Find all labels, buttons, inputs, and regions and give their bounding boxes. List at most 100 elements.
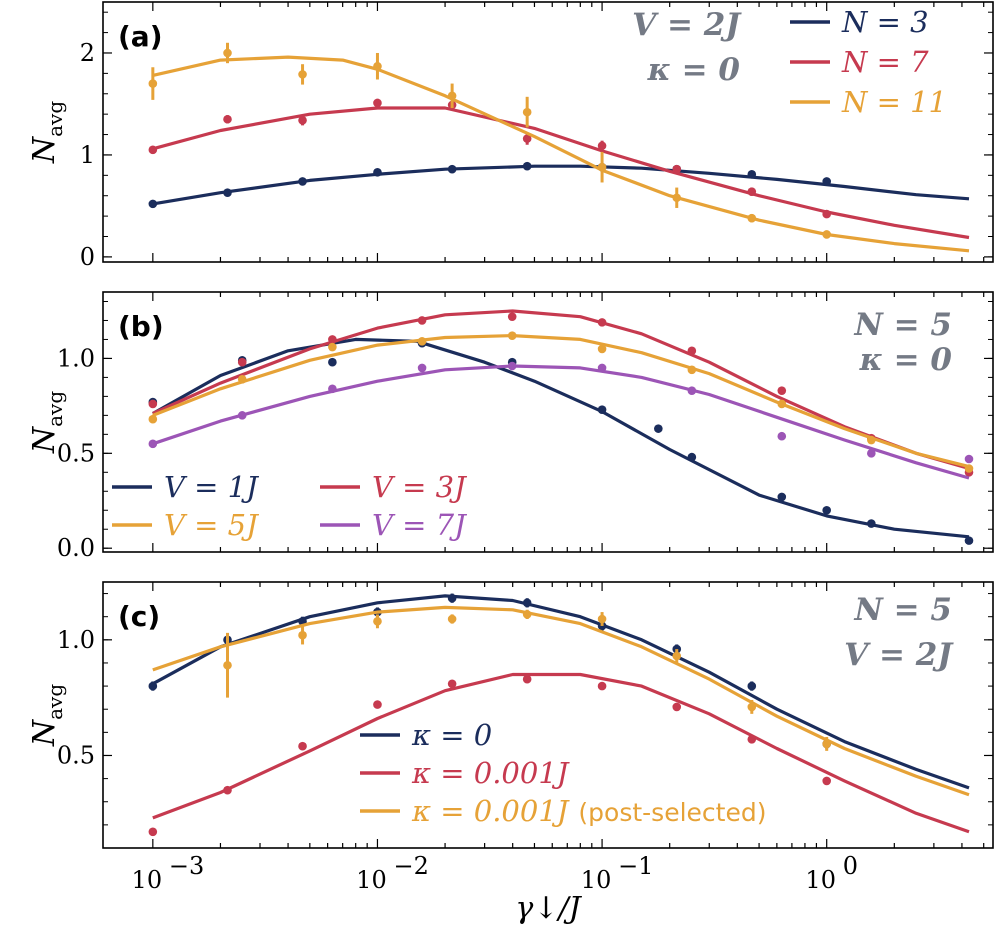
data-point [522, 107, 532, 117]
data-point [964, 454, 974, 464]
x-tick-label: 10 [356, 866, 387, 894]
data-point [687, 452, 697, 462]
data-point [597, 141, 607, 151]
data-point [328, 384, 337, 394]
data-point [373, 700, 382, 709]
data-point [777, 492, 787, 502]
data-point [747, 681, 757, 691]
legend-label: κ = 0.001J (post-selected) [411, 794, 766, 828]
panel-label: (c) [118, 600, 160, 633]
fit-line [152, 334, 970, 469]
legend-label: V = 5J [164, 508, 259, 542]
data-point [148, 79, 158, 88]
data-point [148, 439, 158, 449]
data-point [507, 331, 517, 340]
data-point [867, 435, 876, 445]
data-point [237, 411, 247, 420]
y-tick-label: 0.0 [57, 534, 95, 562]
legend-label: κ = 0 [411, 718, 492, 752]
fit-line [152, 309, 970, 471]
data-point [777, 431, 787, 441]
legend-label: V = 7J [372, 508, 467, 542]
data-point [148, 145, 158, 155]
fit-line [152, 594, 970, 790]
x-tick-exponent: −1 [618, 852, 653, 880]
parameter-text: κ = 0 [647, 52, 741, 88]
data-point [597, 344, 607, 354]
data-point [223, 188, 232, 197]
data-point [447, 164, 457, 174]
data-point [777, 399, 787, 409]
y-axis-label: Navg [27, 101, 67, 164]
data-point [522, 598, 532, 608]
data-point [867, 519, 876, 528]
data-point [747, 734, 757, 744]
data-point [298, 70, 307, 79]
y-tick-label: 0.5 [57, 741, 95, 769]
y-tick-label: 2 [80, 39, 95, 67]
data-point [597, 162, 607, 172]
data-point [672, 702, 682, 712]
data-point [223, 785, 232, 795]
data-point [237, 374, 247, 384]
data-point [672, 193, 682, 203]
parameter-text: V = 2J [844, 637, 954, 673]
x-axis-label: γ↓/J [515, 891, 582, 926]
data-point [447, 91, 457, 101]
x-tick-label: 10 [132, 866, 163, 894]
y-axis-label: Navg [27, 684, 67, 747]
data-point [447, 679, 457, 689]
data-point [373, 61, 382, 71]
legend-label: N = 11 [841, 85, 947, 119]
data-point [447, 614, 457, 624]
data-point [237, 357, 247, 367]
data-point [148, 199, 158, 209]
data-point [822, 776, 831, 786]
data-point [373, 617, 382, 626]
data-point [328, 335, 337, 344]
data-point [822, 177, 831, 186]
data-point [687, 365, 697, 375]
data-point [373, 167, 382, 177]
data-point [822, 739, 831, 749]
legend-label: V = 3J [372, 470, 467, 504]
data-point [822, 505, 831, 515]
y-tick-label: 0.5 [57, 439, 95, 467]
y-tick-label: 1.0 [57, 626, 95, 654]
data-point [597, 363, 607, 373]
legend: κ = 0 κ = 0.001J κ = 0.001J (post-selected) [360, 718, 766, 828]
axes-frame [102, 291, 994, 553]
data-point [597, 318, 607, 327]
data-point [597, 681, 607, 691]
fit-line [152, 672, 970, 834]
panel-label: (a) [118, 20, 163, 53]
data-point [672, 651, 682, 661]
x-tick-label: 10 [805, 866, 836, 894]
data-point [747, 213, 757, 223]
x-axis-title: γ↓/J [515, 891, 582, 926]
x-tick-exponent: 0 [843, 852, 858, 880]
data-point [328, 342, 337, 352]
data-point [522, 674, 532, 684]
data-point [687, 346, 697, 356]
axes-frame [102, 1, 994, 263]
data-point [328, 357, 337, 367]
data-point [522, 134, 532, 143]
legend-label: κ = 0.001J [411, 756, 570, 790]
data-point [747, 187, 757, 196]
x-tick-exponent: −2 [393, 852, 428, 880]
data-point [148, 399, 158, 409]
legend-label: V = 1J [164, 470, 259, 504]
x-tick-exponent: −3 [169, 852, 204, 880]
parameter-text: V = 2J [632, 7, 742, 43]
data-point [148, 681, 158, 691]
data-point [522, 610, 532, 619]
data-point [223, 48, 232, 58]
legend: N = 3 N = 7 N = 11 [790, 5, 947, 119]
data-point [148, 827, 158, 837]
data-point [672, 164, 682, 174]
data-point [687, 386, 697, 395]
data-point [298, 115, 307, 125]
